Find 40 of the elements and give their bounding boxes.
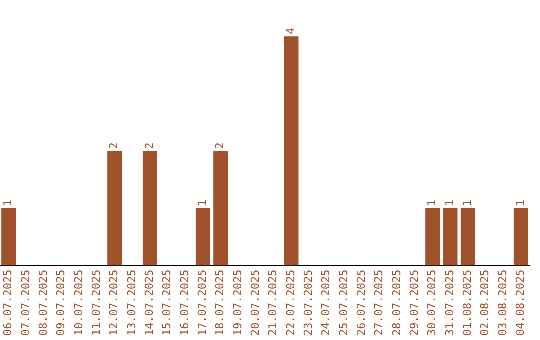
x-tick-label: 19.07.2025 — [231, 270, 244, 336]
x-tick-label: 29.07.2025 — [408, 270, 422, 336]
data-label: 1 — [443, 200, 456, 206]
x-tick-label: 13.07.2025 — [125, 270, 138, 336]
data-label: 2 — [143, 142, 156, 150]
x-tick-label: 08.07.2025 — [37, 270, 50, 336]
x-tick-label: 03.08.2025 — [496, 270, 510, 336]
x-tick-label: 26.07.2025 — [355, 270, 368, 336]
x-tick-label: 07.07.2025 — [19, 270, 32, 336]
x-tick-label: 27.07.2025 — [372, 270, 386, 336]
x-tick-label: 02.08.2025 — [478, 270, 492, 336]
data-label: 2 — [108, 142, 121, 150]
x-tick-label: 25.07.2025 — [337, 270, 350, 336]
x-tick-label: 11.07.2025 — [90, 270, 104, 336]
x-tick-label: 20.07.2025 — [249, 270, 262, 336]
x-tick-label: 17.07.2025 — [196, 270, 210, 336]
x-tick-label: 31.07.2025 — [443, 270, 456, 336]
x-tick-label: 10.07.2025 — [72, 270, 86, 336]
x-tick-label: 04.08.2025 — [514, 270, 528, 336]
x-tick-label: 12.07.2025 — [108, 270, 121, 336]
data-label: 2 — [214, 142, 227, 150]
data-label: 4 — [284, 28, 298, 35]
data-label: 1 — [514, 200, 528, 206]
x-tick-label: 23.07.2025 — [302, 270, 316, 336]
x-tick-label: 01.08.2025 — [461, 270, 474, 336]
data-label: 1 — [196, 200, 210, 206]
x-tick-label: 30.07.2025 — [426, 270, 439, 336]
x-tick-label: 15.07.2025 — [160, 270, 174, 336]
x-tick-label: 22.07.2025 — [284, 270, 298, 336]
x-tick-label: 18.07.2025 — [214, 270, 227, 336]
x-tick-label: 09.07.2025 — [54, 270, 68, 336]
x-tick-label: 21.07.2025 — [266, 270, 280, 336]
x-tick-label: 28.07.2025 — [390, 270, 404, 336]
x-tick-label: 16.07.2025 — [178, 270, 192, 336]
data-label: 1 — [2, 200, 15, 206]
x-tick-label: 14.07.2025 — [143, 270, 156, 336]
data-label: 1 — [461, 200, 474, 206]
data-label: 1 — [426, 200, 439, 206]
x-tick-label: 24.07.2025 — [320, 270, 333, 336]
x-tick-label: 06.07.2025 — [2, 270, 15, 336]
